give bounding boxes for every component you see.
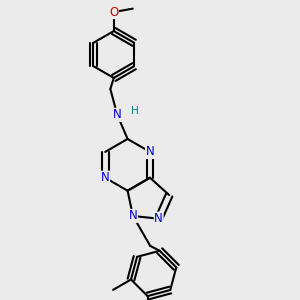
Text: N: N [154,212,163,225]
Text: N: N [101,171,110,184]
Text: N: N [146,146,154,158]
Text: N: N [113,108,122,121]
Text: O: O [109,6,119,19]
Text: N: N [129,209,137,223]
Text: H: H [130,106,138,116]
